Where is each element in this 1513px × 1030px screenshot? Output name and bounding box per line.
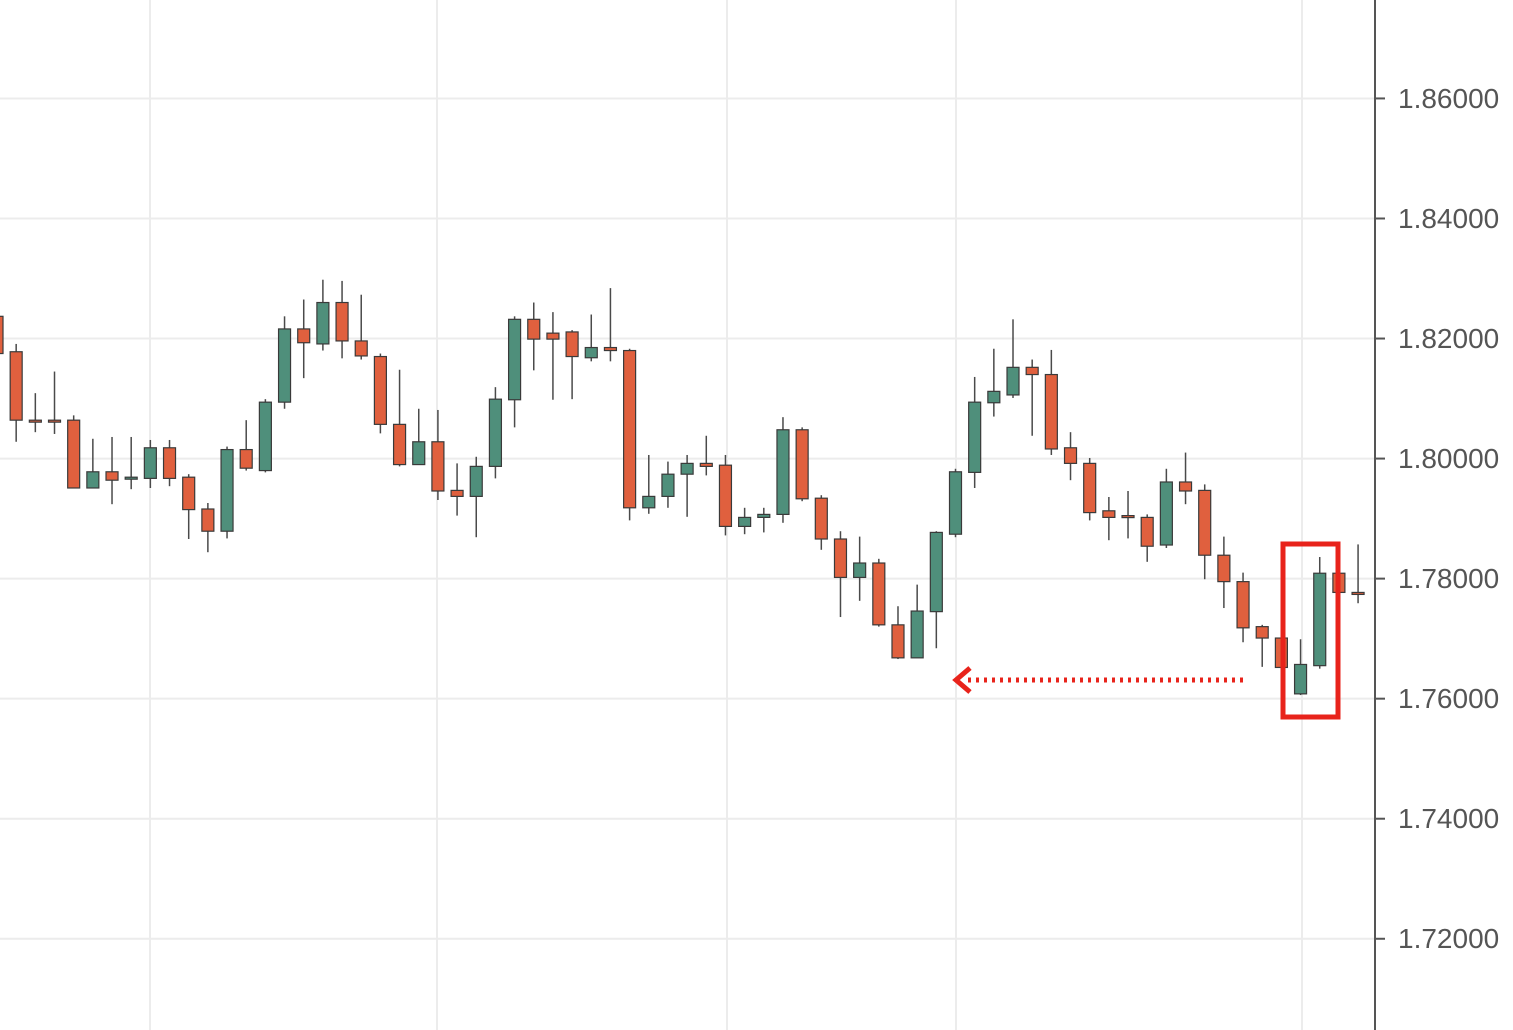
candle-body [1255,626,1269,639]
candle-body [316,301,330,345]
candle-body [354,340,368,357]
y-tick-label: 1.82000 [1398,323,1499,354]
y-tick-label: 1.76000 [1398,683,1499,714]
annotation [952,541,1341,720]
candle-body [1140,516,1154,547]
candle-body [1293,663,1308,695]
candle-body [1313,572,1327,667]
candle-body [584,346,598,359]
candle-body [1102,510,1116,519]
candle-body [1121,515,1135,519]
candle-body [527,318,541,340]
candle-body [968,401,982,473]
candle-body [699,462,713,467]
candle-body [795,429,809,500]
candle-body [201,508,215,532]
candle-body [297,328,311,344]
candle-body [105,471,119,481]
candle-body [929,531,943,613]
candle-body [488,398,503,467]
candle-body [757,513,771,519]
candle-body [872,562,886,626]
candle-body [373,355,387,425]
candle-body [546,332,560,340]
candles [0,279,1365,696]
candle-body [507,318,522,401]
candle-body [738,516,752,528]
candle-body [814,497,828,540]
candle-body [67,419,81,489]
candle-body [661,473,675,497]
candle-body [392,423,407,466]
candle-body [28,419,42,423]
candle-body [239,448,253,469]
candle-body [623,349,637,509]
y-tick-label: 1.72000 [1398,923,1499,954]
candle-body [1159,481,1173,546]
candle-body [162,447,177,479]
y-axis: 1.86000 1.84000 1.82000 1.80000 1.78000 1.760… [1375,83,1499,954]
candle-body [258,401,272,472]
candle-body [431,441,445,492]
annotation-box [1280,541,1341,720]
candle-body [335,301,349,342]
candle-body [776,429,790,515]
candle-body [0,315,4,355]
candle-body [450,489,464,497]
candle-body [47,419,62,423]
candle-body [143,447,157,479]
candle-body [1236,581,1250,629]
candle-body [603,346,618,352]
candle-body [469,465,483,497]
y-tick-label: 1.86000 [1398,83,1499,114]
candle-body [124,476,138,480]
candle-body [1083,462,1097,514]
candle-body [1044,373,1058,450]
candle-body [86,471,100,489]
candle-body [718,464,733,528]
candle-body [277,328,292,403]
candle-body [891,624,905,659]
y-tick-label: 1.78000 [1398,563,1499,594]
candle-body [1217,554,1231,583]
candle-body [220,448,234,532]
candle-body [987,390,1001,404]
candle-body [1006,366,1020,396]
candle-body [9,351,23,421]
candle-body [1063,447,1078,464]
candle-body [680,462,694,475]
candle-body [565,331,579,358]
candle-body [1025,366,1039,376]
y-tick-label: 1.84000 [1398,203,1499,234]
candle-body [948,471,963,535]
candle-body [1178,481,1193,492]
y-tick-label: 1.74000 [1398,803,1499,834]
candle-body [182,476,196,511]
annotation-arrow-head [952,666,972,694]
y-tick-label: 1.80000 [1398,443,1499,474]
candle-body [1351,591,1365,596]
candle-body [412,441,426,466]
candle-body [642,495,656,509]
candle-body [1198,489,1212,556]
candle-body [853,562,867,579]
candle-body [833,538,848,579]
candle-body [910,610,924,659]
